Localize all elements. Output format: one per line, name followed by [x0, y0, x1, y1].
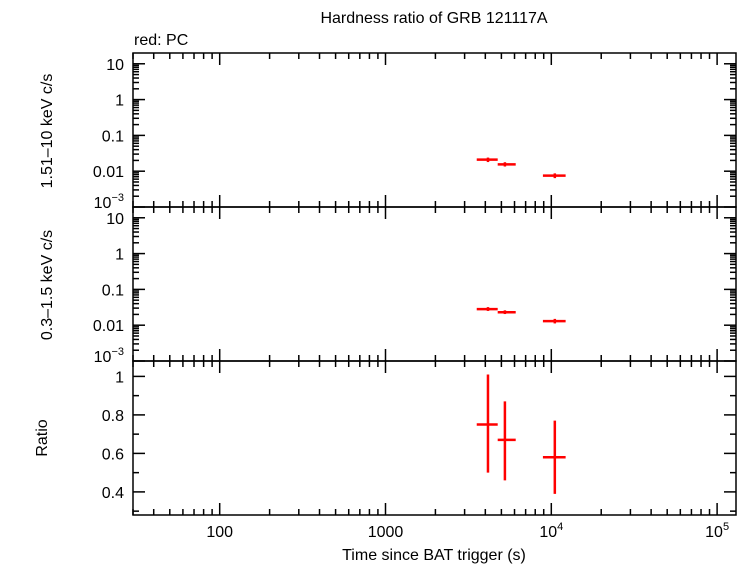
y-tick-label: 10−3 [94, 346, 124, 366]
y-tick-label: 0.6 [102, 446, 124, 463]
data-point [497, 162, 516, 167]
data-point [542, 173, 566, 179]
y-tick-label: 1 [115, 369, 124, 386]
y-tick-label: 0.1 [102, 282, 124, 299]
x-tick-label: 100 [206, 524, 233, 541]
y-axis-label-hard-band: 1.51–10 keV c/s [39, 74, 56, 189]
y-tick-label: 0.8 [102, 408, 124, 425]
chart-subtitle: red: PC [134, 32, 188, 49]
y-tick-label: 0.1 [102, 128, 124, 145]
data-point [476, 307, 498, 311]
panel-frame [132, 360, 737, 516]
data-point [497, 310, 516, 315]
panel-frame [132, 52, 737, 208]
y-tick-label: 0.01 [93, 164, 124, 181]
y-axis-label-ratio: Ratio [34, 419, 51, 456]
x-tick-labels: 100 1000 104 105 [206, 521, 729, 541]
x-axis-label: Time since BAT trigger (s) [342, 547, 526, 564]
panel-hard-band: 1.51–10 keV c/s 10 1 0.1 0.01 10−3 [39, 52, 737, 212]
y-tick-label: 0.4 [102, 485, 124, 502]
y-tick-label: 1 [115, 247, 124, 264]
data-point [476, 374, 498, 473]
y-tick-label: 0.01 [93, 318, 124, 335]
data-point [542, 318, 566, 324]
data-point [497, 401, 516, 481]
y-tick-label: 10 [106, 211, 124, 228]
y-axis-label-soft-band: 0.3–1.5 keV c/s [39, 230, 56, 340]
data-point [476, 157, 498, 163]
y-tick-label: 10 [106, 57, 124, 74]
panel-soft-band: 0.3–1.5 keV c/s 10 1 0.1 0.01 10−3 [39, 206, 737, 366]
y-tick-label: 1 [115, 93, 124, 110]
x-tick-label: 1000 [368, 524, 404, 541]
x-tick-label: 105 [705, 521, 729, 541]
panel-frame [132, 206, 737, 362]
y-tick-label: 10−3 [94, 192, 124, 212]
data-point [542, 420, 566, 494]
x-tick-label: 104 [539, 521, 563, 541]
panel-ratio: Ratio 1 0.8 0.6 0.4 [34, 360, 737, 516]
chart-title: Hardness ratio of GRB 121117A [320, 10, 547, 27]
